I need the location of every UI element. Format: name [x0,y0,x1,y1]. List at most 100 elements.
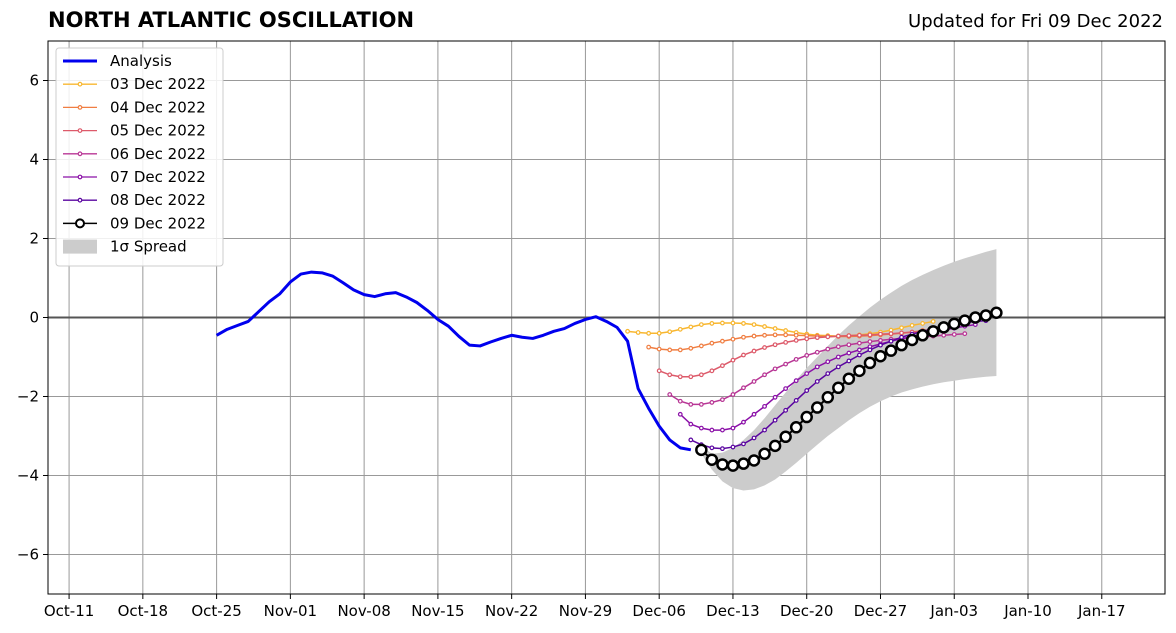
data-point [698,425,704,431]
data-point [747,454,761,467]
x-tick-label: Dec-27 [854,602,908,620]
data-point [888,331,894,337]
data-point [846,358,852,364]
data-point [758,447,771,461]
data-point [821,391,835,404]
data-point [646,330,652,336]
y-tick-label: −2 [17,388,39,406]
data-point [846,333,852,339]
data-point [741,352,746,358]
y-tick-label: 6 [29,72,39,90]
data-point [867,332,873,338]
data-point [741,385,746,391]
data-point [762,345,767,350]
x-tick-label: Oct-18 [118,602,168,620]
data-point [709,368,715,374]
data-point [825,346,831,352]
legend-label: 08 Dec 2022 [110,191,206,209]
data-point [751,333,757,339]
data-point [842,372,856,385]
data-point [688,345,694,351]
legend-marker [77,81,83,87]
data-point [677,411,683,417]
data-point [751,379,757,384]
data-point [835,354,841,360]
data-point [783,332,789,338]
data-point [811,401,824,414]
data-point [857,352,862,358]
legend-marker [77,104,83,110]
data-point [804,371,810,376]
data-point [878,331,883,337]
series-05-dec-2022 [656,325,957,380]
plot-frame [47,40,1166,595]
data-point [958,314,972,327]
data-point [677,347,683,353]
data-point [962,331,968,337]
data-point [646,344,652,350]
spread-band [701,249,997,491]
data-point [783,361,789,367]
data-point [783,339,789,345]
data-point [667,329,673,335]
data-point [804,336,810,342]
data-point [814,349,820,355]
data-point [709,340,715,346]
data-point [899,330,904,336]
data-point [804,388,810,393]
data-point [846,342,852,348]
chart-title: NORTH ATLANTIC OSCILLATION [48,8,415,32]
legend-item: 09 Dec 2022 [63,214,206,232]
data-point [857,332,862,338]
data-point [905,333,919,347]
x-tick-label: Dec-20 [780,602,834,620]
data-point [688,324,694,330]
data-point [783,386,789,392]
data-point [835,333,841,339]
data-point [635,330,641,335]
y-tick-label: −6 [17,546,39,564]
legend-item: 1σ Spread [63,238,187,256]
data-point [979,309,993,322]
data-point [793,338,799,343]
legend-item: 04 Dec 2022 [63,98,206,116]
data-point [835,364,841,370]
data-point [751,322,757,328]
legend-marker [77,197,83,203]
data-point [730,336,736,342]
legend-label: 04 Dec 2022 [110,98,206,116]
x-tick-label: Jan-17 [1077,602,1126,620]
data-point [916,329,929,342]
data-point [716,458,729,471]
data-point [695,443,708,457]
data-point [800,410,813,424]
x-tick-label: Dec-13 [706,602,760,620]
data-point [656,346,662,352]
x-tick-label: Oct-25 [191,602,241,620]
data-point [878,342,883,348]
data-point [793,398,799,403]
legend-label: 07 Dec 2022 [110,168,206,186]
data-point [720,446,725,452]
x-tick-label: Jan-10 [1003,602,1052,620]
data-point [853,364,866,378]
data-point [677,398,683,404]
data-point [741,321,746,326]
data-point [698,402,704,407]
data-point [730,320,736,326]
data-point [951,332,957,337]
legend-label: 03 Dec 2022 [110,75,206,93]
series-lines [215,270,1003,472]
data-point [656,330,662,336]
data-point [825,359,831,365]
data-point [947,317,961,331]
data-point [688,421,694,427]
data-point [969,311,982,324]
data-point [990,306,1003,320]
data-point [677,374,683,380]
data-point [762,427,767,433]
data-point [667,392,673,397]
legend-item: 05 Dec 2022 [63,122,206,140]
data-point [720,363,725,369]
